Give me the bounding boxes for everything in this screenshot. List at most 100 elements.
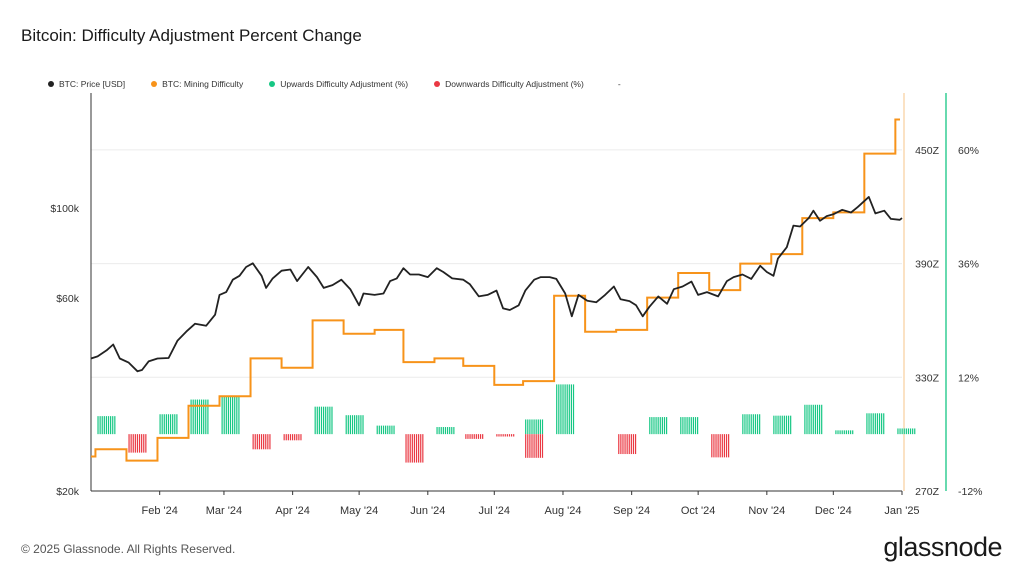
bar-stripe: [748, 414, 750, 435]
bar-stripe: [234, 396, 236, 435]
bar-stripe: [883, 413, 885, 435]
bar-stripe: [438, 427, 440, 435]
bar-stripe: [531, 419, 533, 435]
bar-stripe: [556, 384, 558, 435]
bar-stripe: [502, 434, 504, 437]
bar-stripe: [715, 434, 717, 458]
bar-stripe: [467, 434, 469, 439]
legend-item-difficulty[interactable]: BTC: Mining Difficulty: [151, 79, 243, 89]
bar-stripe: [537, 419, 539, 435]
bar-stripe: [897, 428, 899, 435]
bar-stripe: [207, 399, 209, 435]
bar-stripe: [785, 415, 788, 435]
bar-stripe: [138, 434, 141, 453]
legend-item-upwards[interactable]: Upwards Difficulty Adjustment (%): [269, 79, 408, 89]
bar-stripe: [318, 406, 320, 435]
bar-stripe: [659, 417, 661, 435]
bar-stripe: [527, 419, 529, 435]
bar-stripe: [684, 417, 686, 435]
bar-stripe: [496, 434, 498, 437]
bar-stripe: [258, 434, 261, 450]
legend: BTC: Price [USD] BTC: Mining Difficulty …: [48, 79, 647, 89]
bar-stripe: [473, 434, 475, 439]
bar-stripe: [713, 434, 715, 458]
bar-stripe: [806, 404, 808, 435]
bar-stripe: [663, 417, 666, 435]
bar-stripe: [465, 434, 467, 439]
chart-title: Bitcoin: Difficulty Adjustment Percent C…: [21, 26, 362, 45]
legend-item-price[interactable]: BTC: Price [USD]: [48, 79, 125, 89]
bar-stripe: [252, 434, 254, 450]
bar-stripe: [533, 434, 535, 458]
bar-stripe: [285, 434, 287, 441]
bar-stripe: [773, 415, 775, 435]
difficulty-tick-label: 270Z: [915, 486, 940, 498]
bar-stripe: [899, 428, 901, 435]
bar-stripe: [752, 414, 754, 435]
bar-stripe: [440, 427, 442, 435]
downwards-bars: [128, 434, 730, 463]
bar-stripe: [756, 414, 759, 435]
legend-item-downwards[interactable]: Downwards Difficulty Adjustment (%) -: [434, 79, 621, 89]
x-tick-label: Sep '24: [613, 505, 650, 517]
bar-stripe: [529, 419, 531, 435]
bar-stripe: [269, 434, 271, 450]
bar-stripe: [878, 413, 881, 435]
bar-stripe: [145, 434, 147, 453]
upwards-bar: [190, 399, 209, 435]
bar-stripe: [327, 406, 329, 435]
bar-stripe: [527, 434, 529, 458]
bar-stripe: [482, 434, 484, 439]
bar-stripe: [746, 414, 748, 435]
bar-stripe: [903, 428, 905, 435]
bar-stripe: [165, 414, 167, 435]
bar-stripe: [632, 434, 635, 455]
bar-stripe: [407, 434, 409, 463]
bar-stripe: [841, 430, 843, 435]
legend-label-price: BTC: Price [USD]: [59, 79, 126, 89]
bar-stripe: [141, 434, 143, 453]
bar-stripe: [405, 434, 407, 463]
pct-tick-label: 60%: [958, 145, 979, 157]
bar-stripe: [354, 415, 356, 435]
x-tick-label: Apr '24: [275, 505, 310, 517]
bar-stripe: [201, 399, 203, 435]
bar-stripe: [533, 419, 535, 435]
bar-stripe: [320, 406, 323, 435]
bar-stripe: [442, 427, 444, 435]
bar-stripe: [232, 396, 234, 435]
legend-label-downwards: Downwards Difficulty Adjustment (%): [445, 79, 584, 89]
bar-stripe: [449, 427, 451, 435]
bar-stripe: [236, 396, 238, 435]
bar-stripe: [105, 416, 108, 435]
legend-dot-price: [48, 81, 54, 87]
bar-stripe: [479, 434, 482, 439]
bar-stripe: [221, 396, 223, 435]
bar-stripe: [651, 417, 653, 435]
bar-stripe: [128, 434, 130, 453]
bar-stripe: [415, 434, 418, 463]
upwards-bar: [897, 428, 916, 435]
bar-stripe: [260, 434, 263, 450]
bar-stripe: [376, 425, 378, 435]
bar-stripe: [529, 434, 531, 458]
bar-stripe: [229, 396, 232, 435]
bar-stripe: [572, 384, 575, 435]
bar-stripe: [845, 430, 848, 435]
x-tick-label: Nov '24: [748, 505, 785, 517]
bar-stripe: [781, 415, 783, 435]
bar-stripe: [655, 417, 657, 435]
bar-stripe: [196, 399, 198, 435]
difficulty-line: [91, 118, 900, 462]
pct-tick-label: -12%: [958, 486, 983, 498]
bar-stripe: [881, 413, 883, 435]
bar-stripe: [114, 416, 116, 435]
legend-label-difficulty: BTC: Mining Difficulty: [162, 79, 244, 89]
bar-stripe: [686, 417, 688, 435]
bar-stripe: [566, 384, 568, 435]
bar-stripe: [759, 414, 761, 435]
x-tick-label: Jan '25: [884, 505, 919, 517]
bar-stripe: [411, 434, 413, 463]
upwards-bar: [221, 396, 240, 435]
